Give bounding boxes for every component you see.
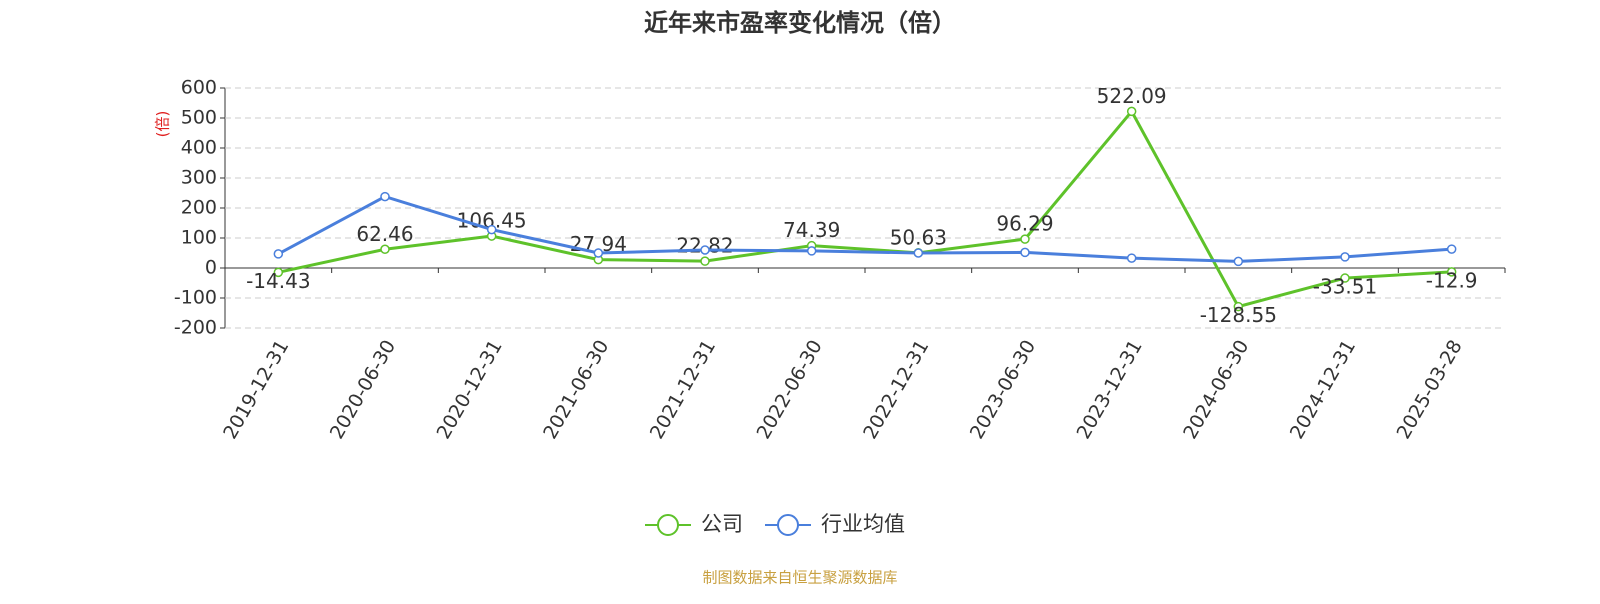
data-point: [593, 248, 604, 258]
x-tick-label: 2025-03-28: [1392, 336, 1466, 443]
data-label: 522.09: [1097, 84, 1167, 108]
data-point: [1126, 253, 1137, 263]
x-tick-label: 2020-06-30: [326, 336, 400, 443]
x-tick-label: 2019-12-31: [219, 336, 293, 443]
data-point: [806, 246, 817, 256]
data-point: [1020, 234, 1030, 244]
data-point: [700, 245, 710, 255]
data-label: 74.39: [783, 218, 840, 242]
data-label: -14.43: [246, 269, 310, 293]
x-tick-label: 2022-06-30: [752, 336, 826, 443]
data-point: [1340, 273, 1350, 283]
y-tick-label: 500: [181, 107, 217, 129]
data-point: [273, 267, 284, 278]
data-label: -12.9: [1426, 268, 1478, 292]
data-point: [380, 191, 390, 202]
data-point: [1446, 244, 1457, 254]
data-label: 62.46: [356, 222, 413, 246]
footnote: 制图数据来自恒生聚源数据库: [702, 569, 897, 587]
data-point: [273, 249, 284, 259]
data-point: [1446, 267, 1457, 277]
data-point: [380, 244, 390, 255]
y-tick-label: 300: [181, 167, 217, 189]
y-tick-label: -200: [174, 317, 217, 339]
y-tick-label: 400: [181, 137, 217, 159]
y-tick-label: -100: [174, 287, 217, 309]
y-axis-label: (倍): [154, 111, 172, 138]
data-point: [1233, 301, 1244, 312]
data-point: [486, 224, 497, 235]
series-line: [277, 194, 1452, 263]
data-point: [913, 248, 924, 258]
chart-title: 近年来市盈率变化情况（倍）: [644, 9, 956, 37]
y-tick-label: 200: [181, 197, 217, 219]
x-tick-label: 2021-06-30: [539, 336, 613, 443]
data-label: 96.29: [996, 212, 1053, 236]
x-tick-label: 2024-12-31: [1286, 336, 1360, 443]
legend-label: 行业均值: [821, 512, 905, 536]
x-tick-label: 2023-06-30: [966, 336, 1040, 443]
x-tick-label: 2024-06-30: [1179, 336, 1253, 443]
x-tick-label: 2022-12-31: [859, 336, 933, 443]
data-label: -33.51: [1313, 275, 1377, 299]
data-point: [1126, 106, 1137, 117]
legend-marker: [657, 514, 679, 536]
legend-label: 公司: [701, 512, 743, 536]
x-tick-label: 2021-12-31: [646, 336, 720, 443]
y-tick-label: 100: [181, 227, 217, 249]
data-point: [1020, 247, 1030, 258]
y-tick-label: 0: [205, 257, 217, 279]
data-point: [1233, 256, 1244, 267]
series-line: [278, 108, 1452, 309]
x-tick-label: 2020-12-31: [432, 336, 506, 443]
data-label: 50.63: [890, 225, 947, 249]
legend-marker: [777, 514, 799, 536]
data-label: -128.55: [1200, 303, 1277, 327]
x-tick-label: 2023-12-31: [1072, 336, 1146, 443]
y-tick-label: 600: [181, 77, 217, 99]
data-point: [700, 256, 710, 266]
data-point: [1340, 252, 1350, 262]
